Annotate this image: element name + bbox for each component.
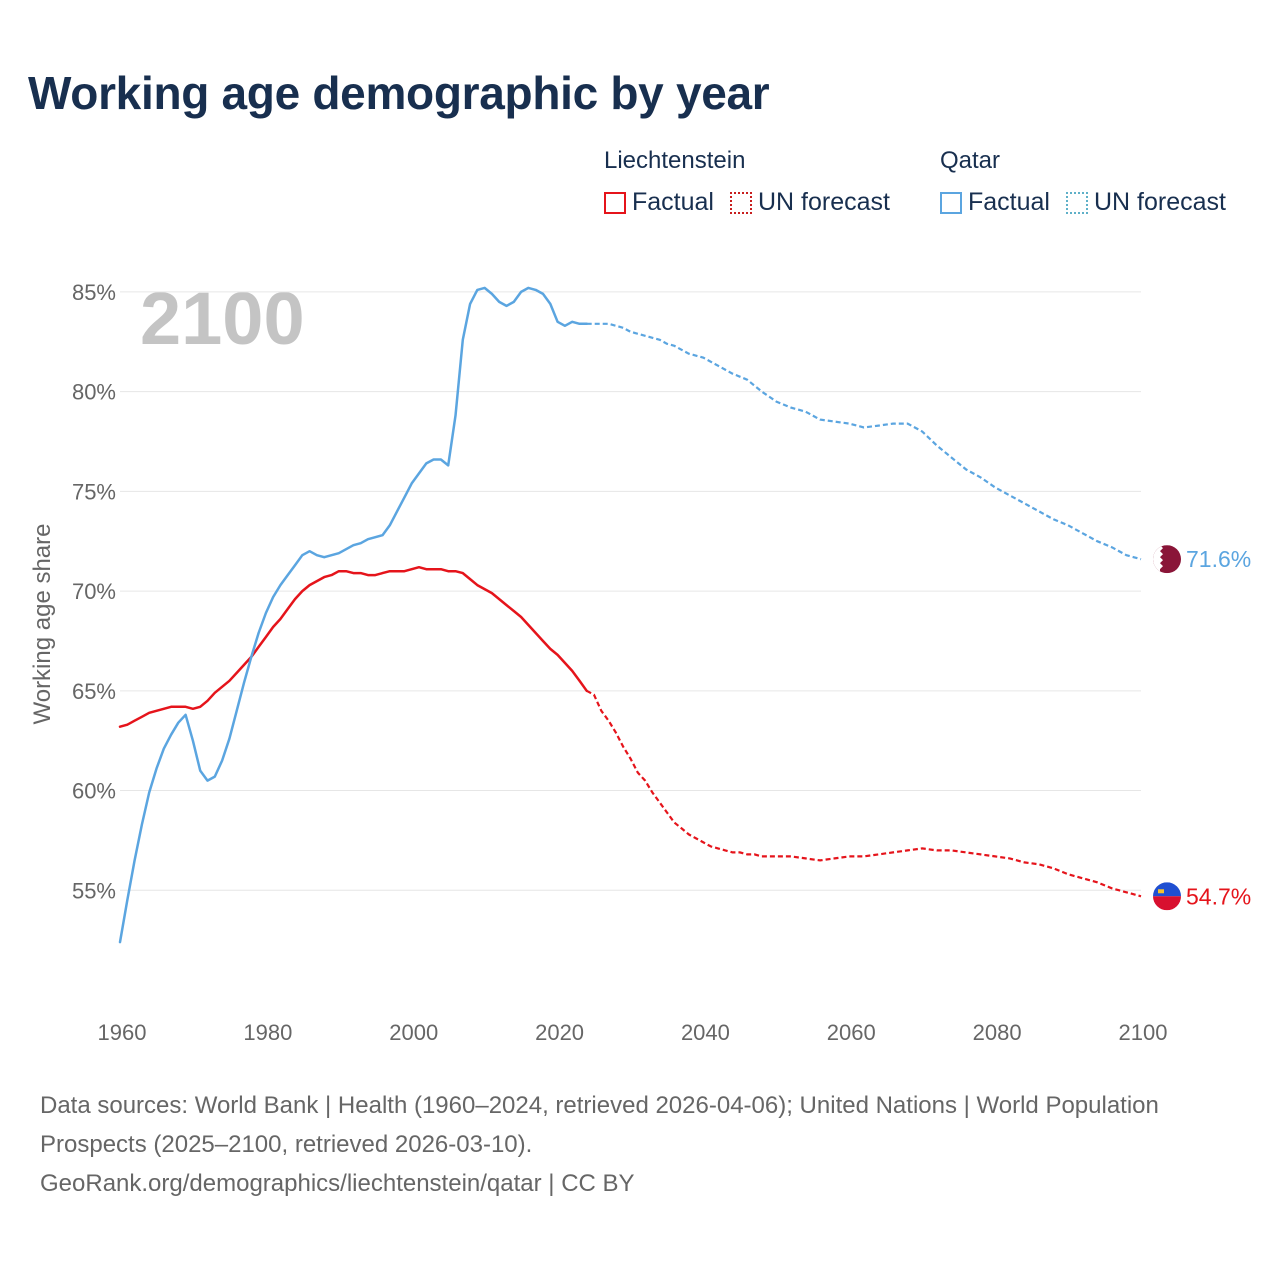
legend-label: UN forecast: [1093, 188, 1226, 216]
series-line-qatar-factual: [118, 286, 588, 944]
y-tick-label: 80%: [72, 380, 116, 405]
y-tick-label: 60%: [72, 779, 116, 804]
x-tick-label: 2020: [535, 1020, 584, 1045]
legend-group-name: Liechtenstein: [604, 147, 746, 174]
legend-swatch-dotted-blue: [1065, 191, 1088, 214]
legend-swatch-solid-blue: [940, 191, 962, 214]
flag-body: [1153, 545, 1181, 574]
legend-group-liechtenstein: Liechtenstein Factual UN forecast: [604, 146, 906, 217]
legend-swatch-solid-red: [604, 191, 626, 214]
legend-group-qatar: Qatar Factual UN forecast: [940, 146, 1242, 217]
footer: Data sources: World Bank | Health (1960–…: [40, 1086, 1200, 1203]
x-tick-label: 1960: [98, 1020, 147, 1045]
y-tick-label: 75%: [72, 479, 116, 504]
attribution-link[interactable]: GeoRank.org/demographics/liechtenstein/q…: [40, 1170, 635, 1197]
flag-red-band: [1153, 896, 1181, 911]
flag-blue-band: [1153, 882, 1181, 897]
legend-item-liechtenstein-factual[interactable]: Factual: [604, 188, 714, 217]
x-tick-label: 2060: [827, 1020, 876, 1045]
y-axis-label: Working age share: [29, 524, 56, 725]
x-tick-label: 1980: [243, 1020, 292, 1045]
flag-body: [1153, 882, 1181, 911]
x-tick-label: 2080: [973, 1020, 1022, 1045]
flag-crown: [1158, 889, 1164, 894]
flag-liechtenstein-icon: [1153, 882, 1181, 911]
y-tick-label: 85%: [72, 280, 116, 305]
series-line-liechtenstein-factual: [118, 565, 588, 728]
flag-qatar-icon: [1153, 545, 1181, 574]
x-tick-label: 2100: [1119, 1020, 1168, 1045]
flag-white-band: [1153, 545, 1163, 574]
line-chart: 2100 55% 60% 65% 70% 75% 80% 85% 1960 1980 2000 202…: [29, 277, 1251, 1045]
y-tick-label: 70%: [72, 579, 116, 604]
x-tick-label: 2040: [681, 1020, 730, 1045]
data-sources: Data sources: World Bank | Health (1960–…: [40, 1092, 1159, 1158]
legend-item-qatar-factual[interactable]: Factual: [940, 188, 1050, 217]
legend-label: Factual: [632, 188, 714, 216]
series-line-qatar-forecast: [586, 322, 1142, 561]
legend-swatch-dotted-red: [729, 191, 752, 214]
series-line-liechtenstein-forecast: [586, 689, 1142, 898]
year-watermark: 2100: [140, 277, 305, 360]
legend-item-liechtenstein-forecast[interactable]: UN forecast: [729, 188, 890, 217]
x-tick-label: 2000: [389, 1020, 438, 1045]
legend-group-name: Qatar: [940, 147, 1001, 174]
legend-label: UN forecast: [757, 188, 890, 216]
y-tick-label: 65%: [72, 679, 116, 704]
chart-title: Working age demographic by year: [28, 67, 770, 119]
end-value-label-qatar: 71.6%: [1186, 546, 1251, 572]
legend-item-qatar-forecast[interactable]: UN forecast: [1065, 188, 1226, 217]
y-tick-label: 55%: [72, 878, 116, 903]
end-value-label-liechtenstein: 54.7%: [1186, 883, 1251, 909]
legend-label: Factual: [968, 188, 1050, 216]
